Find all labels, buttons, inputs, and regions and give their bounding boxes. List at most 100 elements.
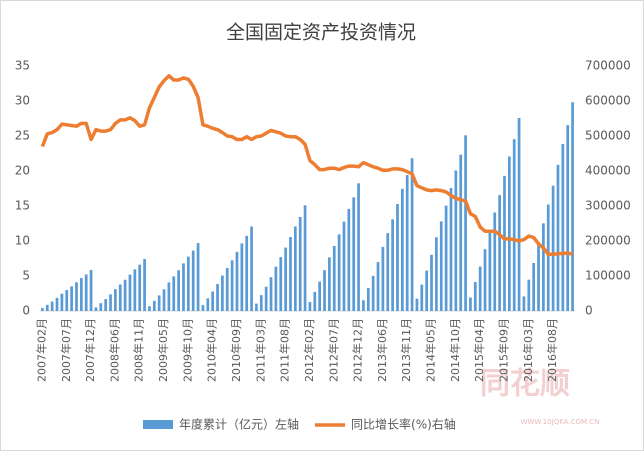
x-tick-label: 2010年09月 — [229, 318, 243, 382]
legend-swatch — [143, 420, 173, 429]
bar — [473, 282, 477, 311]
bar — [308, 302, 312, 311]
bar — [532, 262, 536, 311]
bar — [410, 158, 414, 311]
bar — [157, 295, 161, 311]
bar — [537, 244, 540, 311]
bar — [444, 205, 448, 311]
bar — [177, 270, 180, 311]
bar — [342, 221, 346, 311]
bar — [274, 266, 278, 311]
y-tick-label: 35 — [15, 59, 30, 73]
y2-tick-label: 0 — [585, 304, 593, 318]
bar — [128, 274, 132, 311]
x-tick-label: 2013年11月 — [399, 318, 413, 382]
bar — [488, 229, 492, 311]
bar — [138, 264, 142, 311]
bar — [45, 304, 49, 311]
bar — [323, 270, 326, 311]
bar — [430, 254, 433, 311]
y-tick-label: 0 — [22, 304, 30, 318]
bar — [196, 243, 200, 311]
bar — [313, 291, 317, 311]
x-tick-label: 2008年06月 — [107, 318, 121, 382]
x-tick-label: 2015年09月 — [496, 318, 510, 382]
x-tick-label: 2012年12月 — [351, 318, 365, 382]
bar — [99, 303, 103, 311]
y-tick-label: 15 — [15, 199, 30, 213]
bar — [259, 295, 263, 311]
x-tick-label: 2011年03月 — [253, 318, 267, 382]
bar — [289, 237, 292, 311]
bar — [415, 298, 419, 311]
y-tick-label: 10 — [15, 234, 30, 248]
bar — [362, 300, 365, 311]
bar — [439, 221, 443, 311]
watermark-url: WWW.10JQKA.COM.CN — [521, 418, 600, 426]
bar — [235, 251, 239, 311]
y2-tick-label: 500000 — [585, 129, 631, 143]
y-tick-label: 30 — [15, 94, 30, 108]
bar — [94, 307, 98, 311]
y-tick-label: 20 — [15, 164, 30, 178]
bar — [517, 117, 521, 311]
line — [40, 74, 574, 257]
x-tick-label: 2012年07月 — [326, 318, 340, 382]
bar — [522, 296, 526, 311]
x-tick-label: 2011年08月 — [278, 318, 292, 382]
bar — [279, 257, 283, 311]
bar — [332, 245, 336, 311]
bar — [357, 183, 360, 311]
bar — [230, 260, 234, 311]
bar — [420, 284, 424, 311]
bar — [240, 243, 244, 311]
bar — [114, 289, 117, 311]
bar — [376, 262, 380, 311]
bar — [546, 204, 550, 311]
watermark: 同花顺 — [480, 367, 570, 402]
x-tick-label: 2007年12月 — [83, 318, 97, 382]
bar — [400, 188, 404, 311]
bar — [459, 154, 463, 311]
x-tick-label: 2009年10月 — [180, 318, 194, 382]
bar — [293, 226, 297, 311]
bar — [318, 281, 322, 311]
bar — [507, 156, 511, 311]
x-tick-label: 2007年02月 — [34, 318, 48, 382]
bar — [143, 258, 146, 311]
bar — [512, 139, 516, 311]
bar — [84, 274, 88, 311]
bar — [352, 197, 356, 311]
x-tick-label: 2010年04月 — [205, 318, 219, 382]
bar — [201, 305, 205, 311]
bar — [454, 170, 458, 311]
bar — [206, 298, 210, 311]
bar — [104, 299, 108, 311]
bar — [347, 208, 351, 311]
bar — [162, 289, 166, 311]
bar — [527, 279, 531, 311]
bar — [303, 205, 307, 311]
y2-tick-label: 100000 — [585, 269, 631, 283]
bar — [371, 275, 375, 311]
bar — [551, 185, 555, 311]
bar — [250, 226, 253, 311]
bar — [123, 279, 127, 311]
x-tick-label: 2009年05月 — [156, 318, 170, 382]
bar — [79, 278, 83, 311]
y-tick-label: 5 — [22, 269, 30, 283]
x-tick-label: 2016年03月 — [521, 318, 535, 382]
y2-tick-label: 700000 — [585, 59, 631, 73]
x-tick-label: 2013年06月 — [375, 318, 389, 382]
bar — [109, 294, 112, 311]
bar — [542, 223, 545, 311]
bar — [478, 266, 482, 311]
bar — [391, 219, 394, 311]
x-tick-label: 2015年04月 — [472, 318, 486, 382]
bar — [191, 250, 195, 311]
bar — [264, 286, 268, 311]
bar — [435, 237, 438, 311]
bar — [70, 286, 73, 311]
bar — [337, 234, 341, 311]
